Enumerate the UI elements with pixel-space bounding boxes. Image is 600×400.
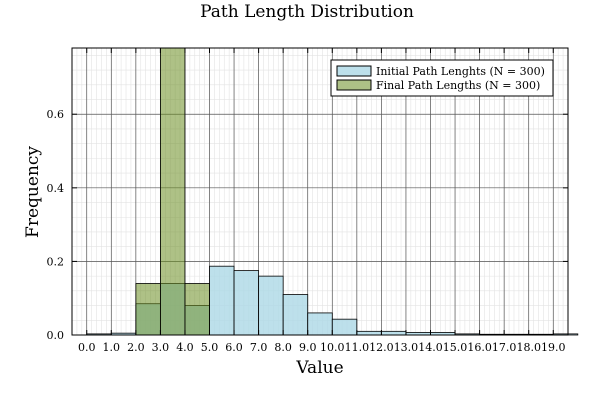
y-axis-label: Frequency <box>23 146 43 238</box>
x-tick-label: 6.0 <box>225 341 243 354</box>
initial-bar <box>380 330 407 336</box>
x-tick-label: 17.0 <box>492 341 517 354</box>
legend-swatch-final <box>336 79 372 91</box>
x-tick-label: 16.0 <box>467 341 492 354</box>
x-tick-label: 5.0 <box>201 341 219 354</box>
x-tick-label: 9.0 <box>299 341 317 354</box>
x-tick-label: 18.0 <box>516 341 541 354</box>
x-tick-label: 4.0 <box>176 341 194 354</box>
x-tick-label: 8.0 <box>274 341 292 354</box>
x-tick-label: 15.0 <box>443 341 468 354</box>
legend-label-initial: Initial Path Lenghts (N = 300) <box>376 65 545 78</box>
final-bar <box>135 283 161 336</box>
x-tick-label: 7.0 <box>250 341 268 354</box>
legend: Initial Path Lenghts (N = 300) Final Pat… <box>330 59 554 97</box>
initial-bar <box>307 312 333 336</box>
x-tick-label: 10.0 <box>320 341 345 354</box>
x-tick-label: 3.0 <box>152 341 170 354</box>
x-tick-label: 12.0 <box>369 341 394 354</box>
initial-bar <box>258 275 284 336</box>
plot-frame <box>71 47 569 336</box>
y-tick-label: 0.6 <box>47 108 65 121</box>
x-tick-label: 2.0 <box>127 341 145 354</box>
x-tick-label: 1.0 <box>103 341 121 354</box>
y-tick-label: 0.0 <box>47 329 65 342</box>
x-tick-labels: 0.0 1.0 2.0 3.0 4.0 5.0 6.0 7.0 8.0 9.0 10.0 11.0 12… <box>78 341 566 354</box>
x-tick-label: 0.0 <box>78 341 96 354</box>
chart-title: Path Length Distribution <box>200 2 414 22</box>
final-bar <box>184 283 210 336</box>
y-tick-labels: 0.0 0.2 0.4 0.6 <box>47 108 65 342</box>
axis-ticks <box>72 48 568 336</box>
x-tick-label: 13.0 <box>394 341 419 354</box>
initial-bar <box>209 265 235 336</box>
major-grid <box>72 48 568 336</box>
final-bar <box>159 47 186 336</box>
initial-bar <box>331 318 358 336</box>
initial-bar <box>233 270 260 336</box>
legend-swatch-initial <box>336 65 372 77</box>
y-tick-label: 0.2 <box>47 255 65 268</box>
x-tick-label: 19.0 <box>541 341 566 354</box>
y-tick-label: 0.4 <box>47 182 65 195</box>
initial-bar <box>356 330 382 336</box>
initial-bar <box>282 294 309 336</box>
x-tick-label: 14.0 <box>418 341 443 354</box>
final-series-bars <box>135 47 210 336</box>
legend-label-final: Final Path Lengths (N = 300) <box>376 79 540 92</box>
x-tick-label: 11.0 <box>345 341 370 354</box>
x-axis-label: Value <box>295 358 343 378</box>
